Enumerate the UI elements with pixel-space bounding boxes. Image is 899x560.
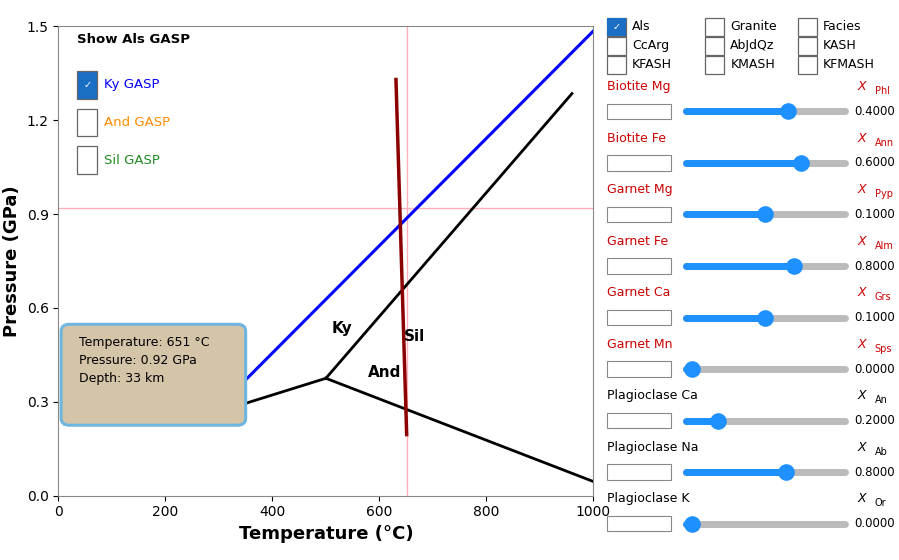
Text: Phl: Phl — [875, 86, 889, 96]
Text: Temperature: 651 °C
Pressure: 0.92 GPa
Depth: 33 km: Temperature: 651 °C Pressure: 0.92 GPa D… — [79, 336, 209, 385]
Text: Plagioclase K: Plagioclase K — [607, 492, 689, 506]
Text: 0.8000: 0.8000 — [619, 465, 659, 479]
Text: X: X — [858, 492, 866, 506]
Text: 0.0000: 0.0000 — [619, 517, 659, 530]
Bar — [607, 207, 671, 222]
Point — [710, 416, 725, 425]
FancyBboxPatch shape — [77, 109, 97, 136]
Text: 0.0000: 0.0000 — [619, 362, 659, 376]
Bar — [705, 37, 725, 55]
Text: Biotite Fe: Biotite Fe — [607, 132, 665, 145]
Text: X: X — [858, 235, 866, 248]
Text: KMASH: KMASH — [730, 58, 775, 72]
Text: CcArg: CcArg — [632, 39, 669, 53]
Point — [758, 210, 772, 219]
Text: X: X — [858, 132, 866, 145]
Text: Plagioclase Ca: Plagioclase Ca — [607, 389, 698, 403]
Text: Ky: Ky — [332, 321, 352, 336]
Point — [779, 468, 794, 477]
Text: KASH: KASH — [823, 39, 857, 53]
Bar — [607, 516, 671, 531]
Text: And: And — [368, 365, 402, 380]
Text: KFMASH: KFMASH — [823, 58, 875, 72]
Bar — [607, 361, 671, 377]
Text: 0.0000: 0.0000 — [854, 517, 895, 530]
Text: 0.1000: 0.1000 — [619, 311, 659, 324]
Bar — [607, 56, 626, 74]
Text: 0.2000: 0.2000 — [854, 414, 895, 427]
Text: Sps: Sps — [875, 344, 892, 354]
Point — [780, 107, 795, 116]
Bar — [607, 37, 626, 55]
Text: Sil: Sil — [404, 329, 424, 344]
Text: 0.6000: 0.6000 — [619, 156, 659, 170]
Point — [685, 519, 699, 528]
Text: X: X — [858, 286, 866, 300]
Bar — [797, 56, 817, 74]
Bar — [705, 56, 725, 74]
Text: X: X — [858, 183, 866, 197]
Text: 0.2000: 0.2000 — [619, 414, 659, 427]
Text: Plagioclase Na: Plagioclase Na — [607, 441, 698, 454]
Text: Garnet Fe: Garnet Fe — [607, 235, 668, 248]
Bar — [607, 464, 671, 480]
Text: Garnet Mn: Garnet Mn — [607, 338, 672, 351]
Text: X: X — [858, 338, 866, 351]
Point — [685, 365, 699, 374]
Y-axis label: Pressure (GPa): Pressure (GPa) — [4, 185, 22, 337]
Bar — [607, 310, 671, 325]
Text: 0.0000: 0.0000 — [854, 362, 895, 376]
Text: 0.1000: 0.1000 — [854, 208, 895, 221]
Text: Ann: Ann — [875, 138, 894, 148]
Bar — [607, 18, 626, 36]
Text: Ky GASP: Ky GASP — [104, 78, 159, 91]
FancyBboxPatch shape — [77, 147, 97, 174]
Bar — [705, 18, 725, 36]
Bar — [797, 18, 817, 36]
Text: 0.1000: 0.1000 — [619, 208, 659, 221]
Text: KFASH: KFASH — [632, 58, 672, 72]
Bar — [607, 413, 671, 428]
Text: X: X — [858, 80, 866, 94]
Text: Alm: Alm — [875, 241, 894, 251]
Bar — [607, 155, 671, 171]
Bar — [797, 37, 817, 55]
Text: 0.4000: 0.4000 — [619, 105, 659, 118]
Bar — [607, 18, 626, 36]
Text: Granite: Granite — [730, 20, 777, 34]
Text: ✓: ✓ — [612, 22, 620, 32]
Text: X: X — [858, 389, 866, 403]
Text: ✓: ✓ — [84, 80, 92, 90]
Text: 0.8000: 0.8000 — [619, 259, 659, 273]
Text: 0.8000: 0.8000 — [854, 259, 895, 273]
Text: Or: Or — [875, 498, 886, 508]
Point — [787, 262, 801, 270]
Text: Show Als GASP: Show Als GASP — [77, 34, 191, 46]
Text: X: X — [858, 441, 866, 454]
Bar — [607, 258, 671, 274]
Bar — [607, 104, 671, 119]
Text: Grs: Grs — [875, 292, 891, 302]
Text: Facies: Facies — [823, 20, 861, 34]
Text: 0.6000: 0.6000 — [854, 156, 895, 170]
Text: Biotite Mg: Biotite Mg — [607, 80, 670, 94]
Text: Pyp: Pyp — [875, 189, 893, 199]
Point — [794, 158, 808, 167]
Text: Sil GASP: Sil GASP — [104, 153, 160, 166]
FancyBboxPatch shape — [77, 71, 97, 99]
Text: 0.1000: 0.1000 — [854, 311, 895, 324]
X-axis label: Temperature (°C): Temperature (°C) — [238, 525, 414, 543]
Text: 0.8000: 0.8000 — [854, 465, 895, 479]
Text: An: An — [875, 395, 887, 405]
FancyBboxPatch shape — [61, 324, 245, 425]
Text: Als: Als — [632, 20, 650, 34]
Text: Garnet Mg: Garnet Mg — [607, 183, 672, 197]
Text: And GASP: And GASP — [104, 116, 170, 129]
Text: Ab: Ab — [875, 447, 887, 457]
Text: 0.4000: 0.4000 — [854, 105, 895, 118]
Text: AbJdQz: AbJdQz — [730, 39, 775, 53]
Text: Garnet Ca: Garnet Ca — [607, 286, 670, 300]
Point — [758, 313, 772, 322]
